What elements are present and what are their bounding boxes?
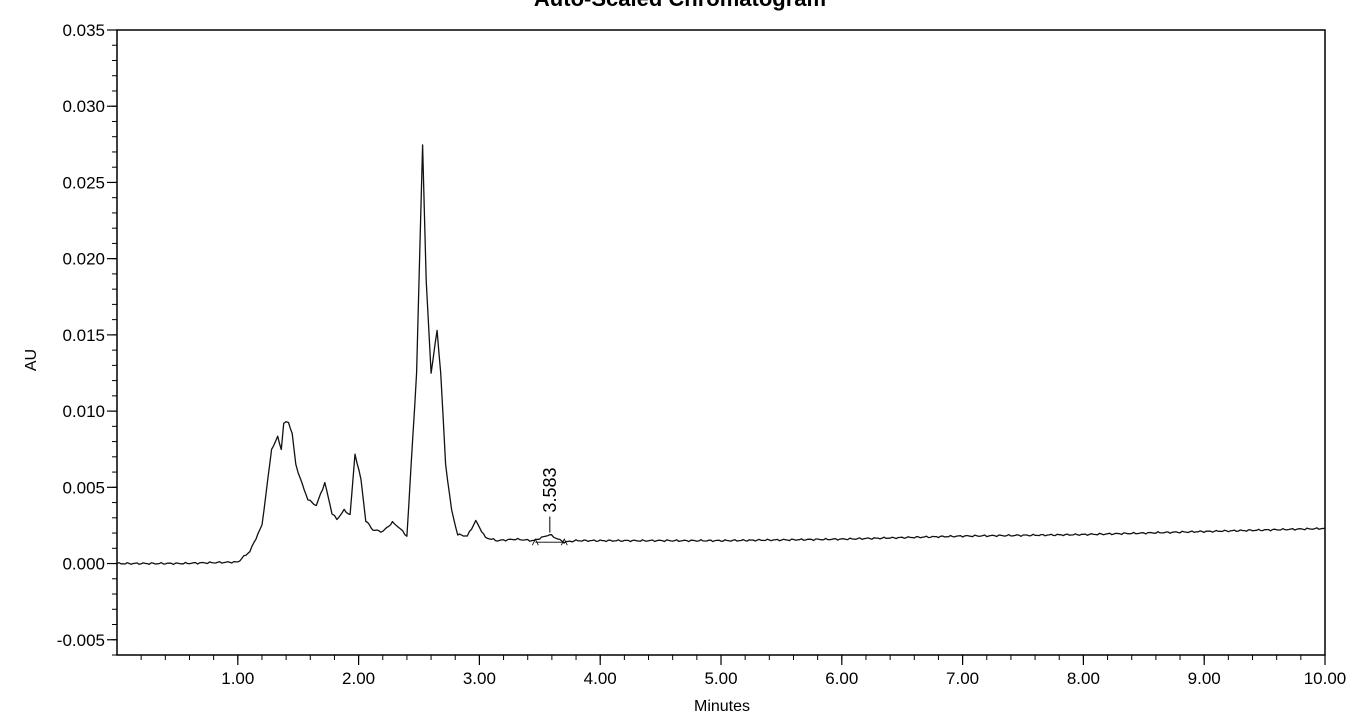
x-tick-label: 1.00 [221,669,254,688]
y-tick-label: 0.035 [62,21,105,40]
plot-border [116,29,1326,656]
peak-end-marker [560,538,568,546]
y-tick-label: -0.005 [57,631,105,650]
x-tick-label: 3.00 [463,669,496,688]
y-tick-label: 0.030 [62,97,105,116]
y-tick-label: 0.010 [62,402,105,421]
x-tick-label: 7.00 [946,669,979,688]
annotation-layer: 3.583 [531,468,568,546]
plot-frame [116,29,1326,656]
x-tick-label: 6.00 [825,669,858,688]
y-axis: -0.005 0.000 0.005 0.010 0.015 0.020 0.025 0.03… [57,21,117,656]
trace-layer [116,144,1326,566]
peak-label: 3.583 [540,468,560,513]
x-tick-label: 5.00 [704,669,737,688]
x-tick-label: 10.00 [1304,669,1347,688]
chromatogram-trace [116,144,1326,566]
y-tick-label: 0.025 [62,173,105,192]
y-tick-label: 0.005 [62,478,105,497]
peak-start-marker [531,538,539,546]
x-tick-label: 8.00 [1067,669,1100,688]
x-axis: 1.00 2.00 3.00 4.00 5.00 6.00 7.00 8.00 9.00 10.0… [140,655,1347,688]
y-axis-label: AU [23,349,40,371]
x-tick-label: 4.00 [584,669,617,688]
y-tick-label: 0.020 [62,250,105,269]
x-tick-label: 2.00 [342,669,375,688]
x-tick-label: 9.00 [1188,669,1221,688]
y-tick-label: 0.015 [62,326,105,345]
chart-title: Auto-Scaled Chromatogram [534,0,826,11]
y-tick-label: 0.000 [62,555,105,574]
x-axis-label: Minutes [694,698,750,715]
